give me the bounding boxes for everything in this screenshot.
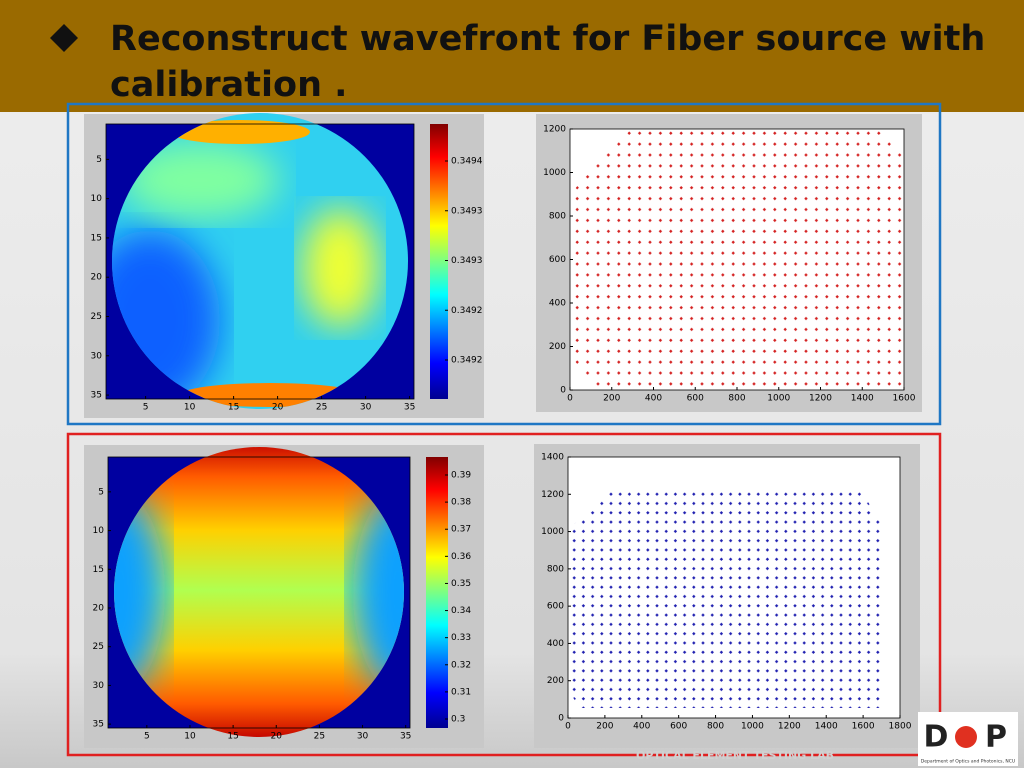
y-tick-label: 600 bbox=[549, 255, 566, 265]
axes-frame bbox=[105, 123, 415, 400]
colorbar-label: 0.35 bbox=[451, 579, 471, 589]
x-tick-label: 15 bbox=[228, 403, 239, 413]
logo-letter: P bbox=[985, 720, 1007, 755]
y-tick-label: 0 bbox=[560, 386, 566, 396]
x-tick-label: 600 bbox=[670, 722, 687, 732]
colorbar-label: 0.32 bbox=[451, 660, 471, 670]
y-tick-label: 30 bbox=[93, 681, 105, 691]
x-tick-label: 30 bbox=[360, 403, 372, 413]
y-tick-label: 25 bbox=[91, 312, 102, 322]
x-tick-label: 800 bbox=[707, 722, 724, 732]
x-tick-label: 1600 bbox=[852, 722, 875, 732]
y-tick-label: 1400 bbox=[541, 453, 564, 463]
y-tick-label: 25 bbox=[93, 642, 104, 652]
colorbar-label: 0.3492 bbox=[451, 356, 483, 366]
colorbar-label: 0.3 bbox=[451, 715, 465, 725]
y-tick-label: 400 bbox=[547, 639, 564, 649]
colorbar-label: 0.34 bbox=[451, 606, 471, 616]
x-tick-label: 0 bbox=[567, 394, 573, 404]
y-tick-label: 35 bbox=[93, 720, 104, 730]
x-tick-label: 1000 bbox=[767, 394, 790, 404]
y-tick-label: 35 bbox=[91, 391, 102, 401]
axes-frame bbox=[567, 456, 901, 719]
y-tick-label: 800 bbox=[547, 564, 564, 574]
x-tick-label: 1600 bbox=[893, 394, 916, 404]
x-tick-label: 1200 bbox=[778, 722, 801, 732]
y-tick-label: 200 bbox=[549, 342, 566, 352]
colorbar-label: 0.31 bbox=[451, 687, 471, 697]
y-tick-label: 600 bbox=[547, 602, 564, 612]
x-tick-label: 15 bbox=[227, 732, 238, 742]
y-tick-label: 200 bbox=[547, 676, 564, 686]
scatter-points bbox=[568, 490, 880, 708]
colorbar-label: 0.38 bbox=[451, 498, 471, 508]
y-tick-label: 1200 bbox=[541, 490, 564, 500]
y-tick-label: 10 bbox=[91, 194, 103, 204]
lab-name: OPTICAL ELEMENT TESTING LAB bbox=[636, 749, 834, 762]
x-tick-label: 1400 bbox=[815, 722, 838, 732]
heatmap-image bbox=[114, 447, 404, 737]
x-tick-label: 0 bbox=[565, 722, 571, 732]
x-tick-label: 25 bbox=[316, 403, 327, 413]
y-tick-label: 10 bbox=[93, 526, 105, 536]
x-tick-label: 35 bbox=[404, 403, 415, 413]
colorbar-label: 0.33 bbox=[451, 633, 471, 643]
x-tick-label: 35 bbox=[400, 732, 411, 742]
y-tick-label: 800 bbox=[549, 212, 566, 222]
y-tick-label: 0 bbox=[558, 714, 564, 724]
y-tick-label: 1000 bbox=[543, 168, 566, 178]
y-tick-label: 20 bbox=[91, 273, 103, 283]
x-tick-label: 800 bbox=[728, 394, 745, 404]
logo-caption: Department of Optics and Photonics, NCU bbox=[921, 759, 1015, 765]
y-tick-label: 400 bbox=[549, 299, 566, 309]
bullet bbox=[50, 24, 78, 52]
y-tick-label: 15 bbox=[93, 565, 104, 575]
title: Reconstruct wavefront for Fiber source w… bbox=[110, 19, 985, 105]
colorbar-label: 0.3494 bbox=[451, 157, 483, 167]
colorbar bbox=[430, 124, 448, 399]
x-tick-label: 200 bbox=[596, 722, 613, 732]
y-tick-label: 20 bbox=[93, 603, 105, 613]
axes-frame bbox=[107, 456, 411, 729]
x-tick-label: 5 bbox=[143, 403, 149, 413]
x-tick-label: 200 bbox=[603, 394, 620, 404]
x-tick-label: 25 bbox=[314, 732, 325, 742]
x-tick-label: 1800 bbox=[889, 722, 912, 732]
colorbar-label: 0.3493 bbox=[451, 206, 483, 216]
y-tick-label: 1000 bbox=[541, 527, 564, 537]
header-band bbox=[0, 0, 1024, 112]
x-tick-label: 1000 bbox=[741, 722, 764, 732]
x-tick-label: 20 bbox=[271, 732, 283, 742]
colorbar-label: 0.36 bbox=[451, 552, 471, 562]
x-tick-label: 30 bbox=[357, 732, 369, 742]
colorbar-label: 0.3493 bbox=[451, 256, 483, 266]
scatter-points bbox=[574, 130, 902, 388]
red-frame bbox=[66, 432, 942, 757]
colorbar-label: 0.37 bbox=[451, 525, 471, 535]
x-tick-label: 600 bbox=[687, 394, 704, 404]
x-tick-label: 5 bbox=[144, 732, 150, 742]
x-tick-label: 1400 bbox=[851, 394, 874, 404]
logo-dot bbox=[955, 726, 977, 748]
x-tick-label: 1200 bbox=[809, 394, 832, 404]
colorbar-label: 0.39 bbox=[451, 471, 471, 481]
y-tick-label: 5 bbox=[98, 487, 104, 497]
x-tick-label: 400 bbox=[645, 394, 662, 404]
y-tick-label: 1200 bbox=[543, 125, 566, 135]
colorbar-label: 0.3492 bbox=[451, 306, 483, 316]
y-tick-label: 30 bbox=[91, 351, 103, 361]
y-tick-label: 15 bbox=[91, 233, 102, 243]
x-tick-label: 20 bbox=[272, 403, 284, 413]
blue-frame bbox=[66, 102, 942, 426]
x-tick-label: 10 bbox=[184, 403, 196, 413]
x-tick-label: 400 bbox=[633, 722, 650, 732]
x-tick-label: 10 bbox=[184, 732, 196, 742]
logo-letter: D bbox=[924, 720, 949, 755]
y-tick-label: 5 bbox=[96, 155, 102, 165]
colorbar bbox=[426, 457, 448, 728]
